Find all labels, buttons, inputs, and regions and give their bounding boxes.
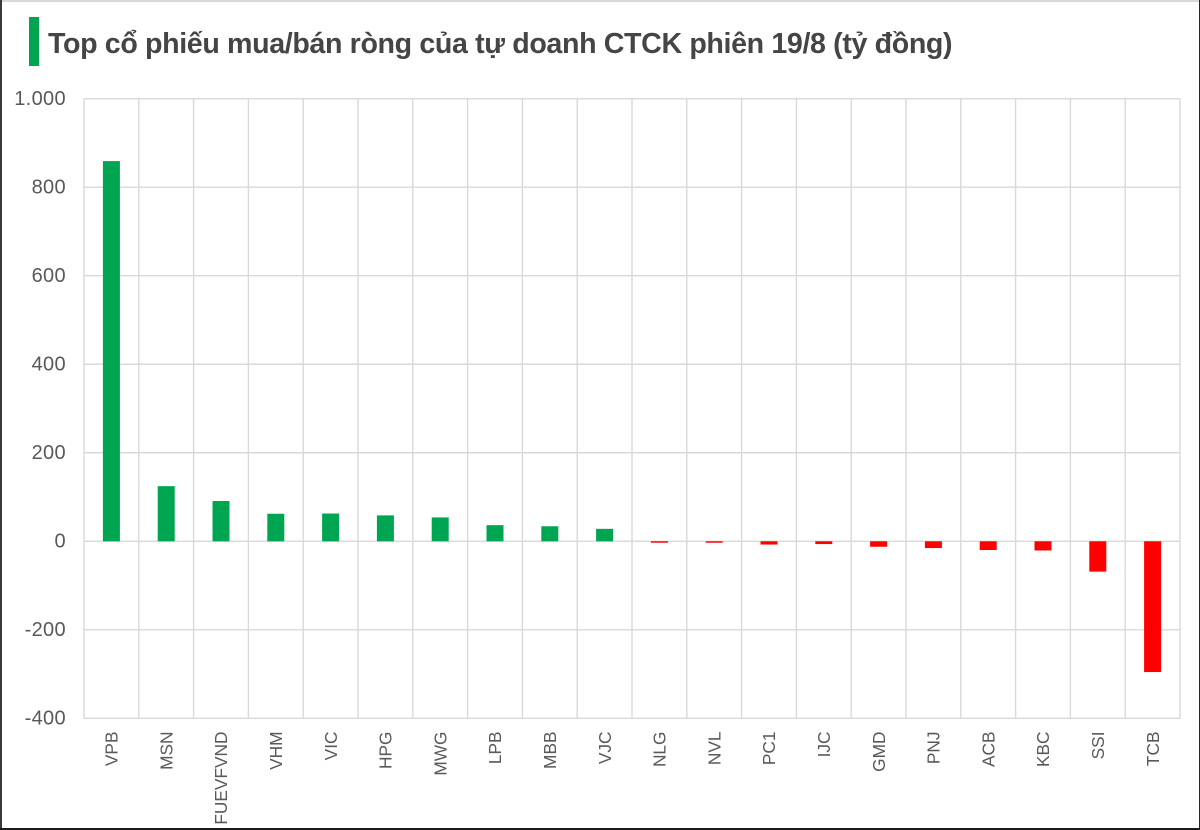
svg-text:SSI: SSI (1088, 732, 1108, 760)
svg-text:VHM: VHM (266, 732, 286, 770)
svg-text:400: 400 (32, 353, 66, 375)
svg-text:IJC: IJC (814, 732, 834, 758)
svg-text:1.000: 1.000 (14, 88, 66, 110)
svg-text:MWG: MWG (430, 732, 450, 776)
svg-text:HPG: HPG (376, 732, 396, 769)
svg-text:VIC: VIC (321, 732, 341, 761)
svg-text:VJC: VJC (595, 732, 615, 765)
svg-text:GMD: GMD (869, 732, 889, 772)
svg-text:0: 0 (55, 530, 66, 552)
svg-text:LPB: LPB (485, 732, 505, 765)
svg-text:PNJ: PNJ (924, 732, 944, 765)
svg-text:600: 600 (32, 265, 66, 287)
svg-text:FUEVFVND: FUEVFVND (211, 732, 231, 825)
svg-text:MSN: MSN (156, 732, 176, 770)
svg-text:800: 800 (32, 176, 66, 198)
svg-text:VPB: VPB (102, 732, 122, 767)
svg-text:TCB: TCB (1143, 732, 1163, 767)
svg-text:NLG: NLG (650, 732, 670, 768)
svg-text:200: 200 (32, 442, 66, 464)
svg-text:PC1: PC1 (759, 732, 779, 766)
svg-text:KBC: KBC (1033, 732, 1053, 768)
svg-text:ACB: ACB (978, 732, 998, 768)
svg-text:NVL: NVL (704, 731, 724, 765)
svg-text:-200: -200 (25, 619, 66, 641)
svg-text:MBB: MBB (540, 732, 560, 769)
svg-text:-400: -400 (25, 707, 66, 729)
